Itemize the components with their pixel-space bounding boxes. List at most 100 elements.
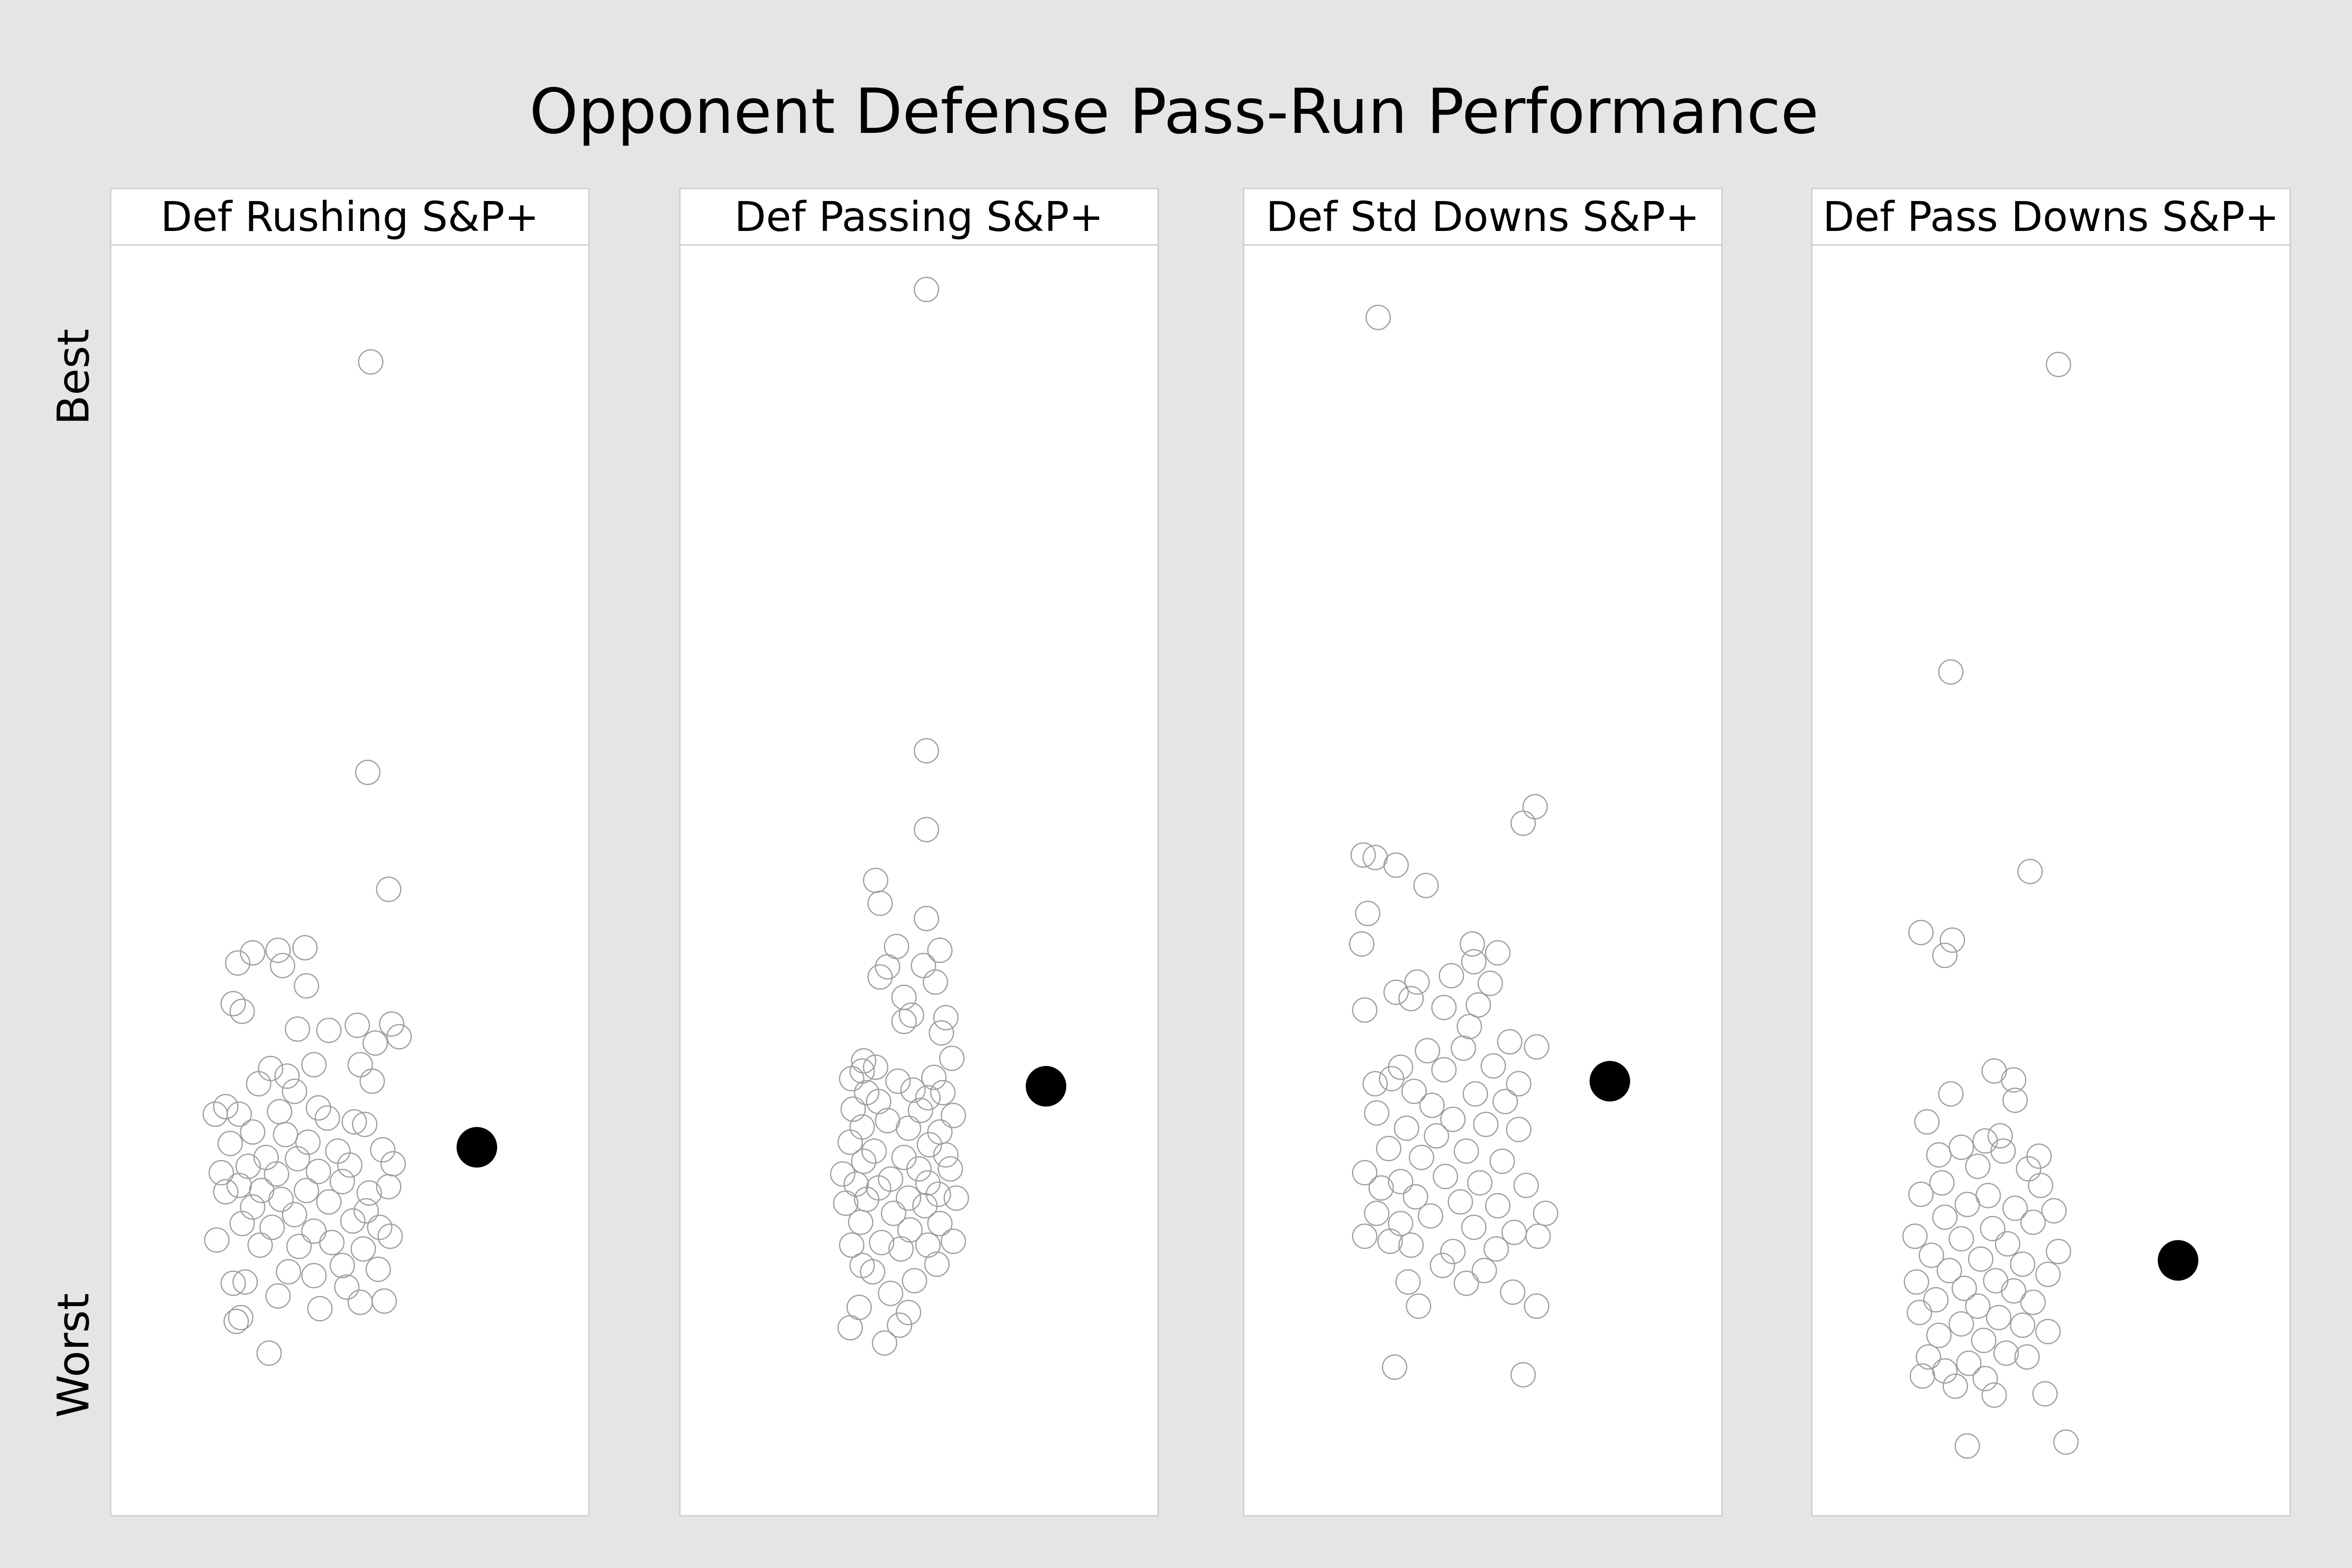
data-point [915,1085,941,1110]
data-point [939,1045,965,1071]
data-point [1951,1275,1977,1301]
data-point [1463,1081,1488,1107]
data-point [1949,1135,1974,1160]
data-point [2002,1195,2028,1221]
data-point [869,1230,894,1255]
data-point [1405,1293,1432,1319]
data-point [301,1218,327,1244]
data-point [1450,1035,1477,1061]
data-point [839,1066,865,1092]
data-point [344,1012,370,1038]
data-point [921,1065,947,1090]
data-point [1902,1223,1928,1249]
data-point [1510,810,1536,836]
data-point [259,1214,285,1240]
data-point [1500,1279,1526,1305]
data-point [912,1193,938,1219]
data-point [1461,1214,1487,1240]
data-point [922,969,948,995]
data-point [1513,1172,1539,1198]
data-point [917,1132,942,1158]
data-point [1382,1354,1407,1380]
data-point [246,1071,272,1097]
data-point [1465,992,1491,1018]
data-point [1350,842,1376,868]
data-point [896,1299,921,1325]
data-point [352,1111,378,1137]
data-point [1949,1226,1974,1252]
data-point [316,1018,342,1043]
data-point [914,738,939,763]
data-point [213,1179,239,1205]
data-point [1471,1258,1497,1283]
data-point [220,1270,246,1296]
data-point [915,1232,941,1258]
data-point [914,906,939,932]
panel-frame [110,187,590,1517]
data-point [240,1119,266,1145]
data-point [867,891,893,916]
data-point [379,1011,404,1037]
data-point [902,1268,927,1294]
data-point [830,1161,856,1187]
data-point [885,1068,911,1094]
panel-2: Def Passing S&P+ [679,187,1159,1517]
data-point [1987,1123,2013,1149]
data-point [240,1194,266,1220]
data-point [1956,1351,1982,1376]
data-point [228,1305,254,1330]
highlight-point [1025,1066,1066,1107]
data-point [1949,1311,1974,1337]
data-point [1916,1344,1941,1370]
data-point [305,1159,331,1184]
data-point [851,1148,876,1174]
data-point [2053,1429,2079,1455]
data-point [2009,1252,2036,1277]
data-point [1383,979,1409,1005]
data-point [2035,1262,2061,1287]
data-point [1393,1115,1420,1141]
data-point [1939,927,1965,953]
data-point [2001,1278,2026,1304]
data-point [1533,1200,1559,1226]
data-point [1352,997,1377,1023]
data-point [1909,1363,1936,1389]
data-point [1364,1200,1390,1226]
data-point [1461,949,1487,975]
data-point [307,1296,333,1322]
data-point [1908,1181,1934,1207]
data-point [1965,1153,1991,1179]
data-point [2002,1087,2028,1113]
data-point [1981,1382,2007,1408]
data-point [1522,794,1548,820]
data-point [1383,852,1409,878]
data-point [1510,1362,1536,1388]
data-point [1467,1170,1493,1196]
data-point [1954,1433,1980,1459]
data-point [833,1190,859,1216]
data-point [229,998,255,1024]
data-point [1995,1231,2021,1257]
data-point [2001,1067,2026,1093]
data-point [851,1048,876,1074]
data-point [897,1217,923,1243]
data-point [1355,901,1381,926]
data-point [2028,1172,2053,1198]
data-point [247,1232,273,1258]
data-point [377,1223,403,1249]
data-point [282,1202,307,1227]
data-point [330,1169,355,1194]
data-point [1460,931,1485,957]
data-point [294,1178,319,1203]
data-point [1919,1242,1944,1268]
data-point [274,1063,300,1089]
data-point [376,1174,402,1200]
data-point [927,1210,953,1237]
data-point [275,1259,301,1285]
data-point [1968,1246,1993,1272]
data-point [867,964,893,990]
data-point [342,1109,367,1135]
data-point [933,1005,959,1031]
data-point [1418,1203,1443,1229]
data-point [1430,1252,1455,1279]
